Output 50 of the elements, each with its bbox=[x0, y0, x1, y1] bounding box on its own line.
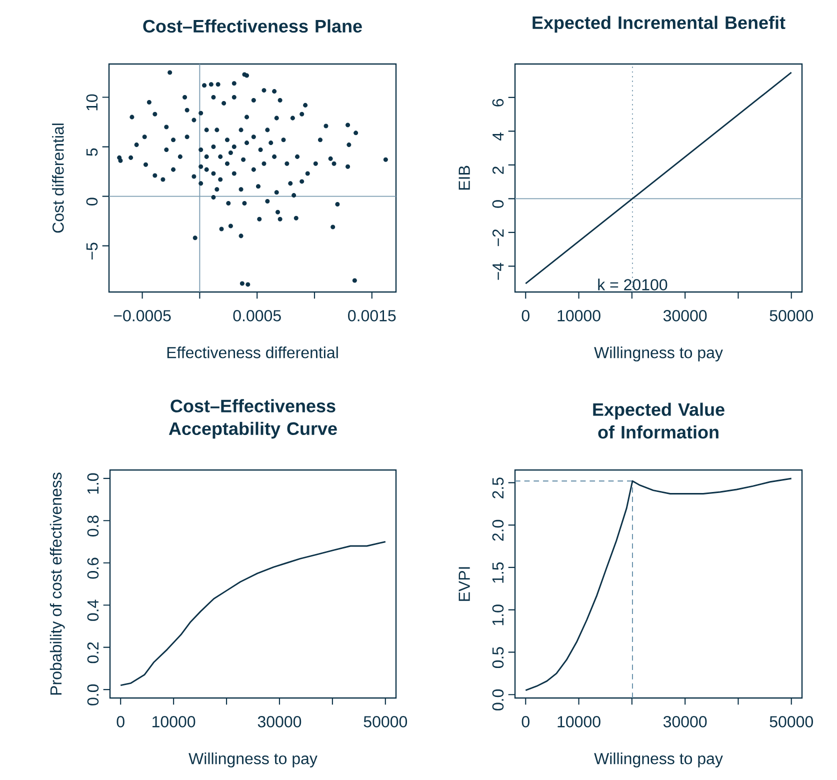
x-tick-label: 50000 bbox=[770, 310, 813, 322]
chart-title: Cost–Effectiveness Acceptability Curve bbox=[168, 399, 337, 439]
y-tick-label: 2.5 bbox=[492, 478, 504, 498]
x-tick-label: 50000 bbox=[770, 716, 813, 728]
y-axis-title: EIB bbox=[458, 166, 470, 190]
y-axis-title: Probability of cost effectiveness bbox=[50, 472, 65, 695]
y-tick-label: 0 bbox=[492, 200, 504, 208]
y-tick-label: 4 bbox=[492, 132, 504, 141]
chart-title: Expected Incremental Benefit bbox=[532, 16, 786, 33]
x-tick-label: 0.0005 bbox=[233, 310, 281, 322]
y-tick-label: 5 bbox=[86, 148, 98, 156]
x-tick-label: 30000 bbox=[663, 716, 707, 728]
x-tick-label: 30000 bbox=[258, 716, 302, 728]
x-tick-label: 0.0015 bbox=[348, 310, 396, 322]
y-tick-label: 2.0 bbox=[492, 520, 504, 541]
y-tick-label: −2 bbox=[492, 229, 504, 246]
y-tick-label: 0.2 bbox=[87, 642, 99, 664]
y-tick-label: −4 bbox=[492, 262, 504, 280]
x-axis-title: Willingness to pay bbox=[594, 752, 723, 768]
y-tick-label: 6 bbox=[492, 98, 504, 106]
y-tick-label: 0.0 bbox=[492, 689, 504, 710]
y-tick-label: 0.4 bbox=[87, 600, 99, 621]
y-tick-label: −5 bbox=[86, 242, 98, 260]
x-axis-title: Willingness to pay bbox=[188, 752, 318, 768]
y-tick-label: 2 bbox=[492, 166, 504, 174]
x-tick-label: 10000 bbox=[152, 716, 196, 728]
y-tick-label: 1.0 bbox=[87, 473, 99, 494]
y-tick-label: 0.5 bbox=[492, 647, 504, 668]
y-axis-title: EVPI bbox=[458, 567, 470, 601]
x-tick-label: 30000 bbox=[663, 310, 707, 322]
y-tick-label: 1.5 bbox=[492, 562, 504, 583]
x-axis-title: Effectiveness differential bbox=[167, 346, 338, 358]
x-tick-label: 0 bbox=[116, 716, 124, 728]
x-tick-label: 10000 bbox=[558, 716, 600, 728]
x-tick-label: 0 bbox=[522, 310, 530, 322]
y-tick-label: 0.8 bbox=[87, 516, 99, 536]
x-tick-label: 50000 bbox=[364, 716, 408, 728]
x-tick-label: 0 bbox=[522, 716, 530, 728]
y-tick-label: 10 bbox=[86, 94, 98, 110]
y-tick-label: 0 bbox=[86, 198, 98, 206]
ref-line-label: k = 20100 bbox=[598, 278, 668, 290]
chart-title: Cost–Effectiveness Plane bbox=[143, 19, 362, 33]
x-tick-label: 10000 bbox=[558, 310, 600, 322]
x-tick-label: −0.0005 bbox=[114, 310, 171, 322]
y-tick-label: 0.0 bbox=[87, 684, 99, 706]
y-axis-title: Cost differential bbox=[52, 124, 64, 233]
chart-title: Expected Value of Information bbox=[593, 402, 724, 439]
y-tick-label: 1.0 bbox=[492, 604, 504, 626]
x-axis-title: Willingness to pay bbox=[594, 346, 723, 362]
y-tick-label: 0.6 bbox=[87, 558, 99, 579]
